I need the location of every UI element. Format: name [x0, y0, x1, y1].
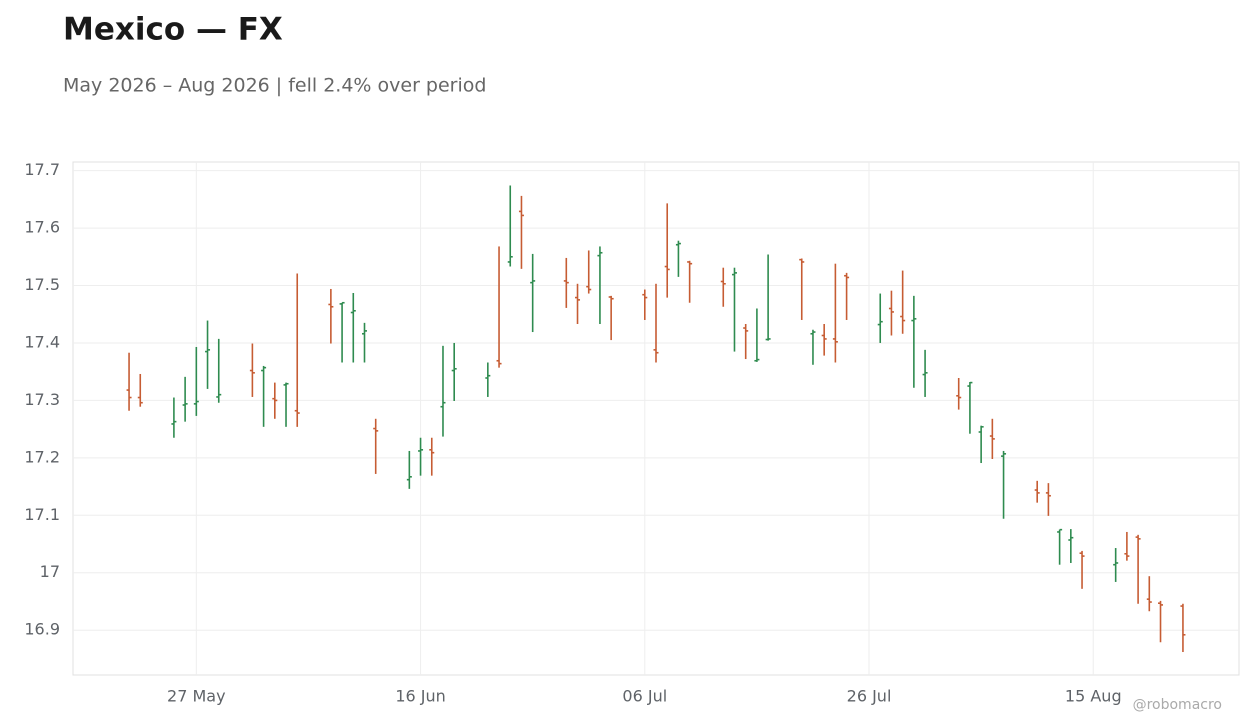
y-tick-label: 17.1: [24, 505, 60, 524]
x-tick-label: 26 Jul: [847, 687, 892, 706]
chart-title: Mexico — FX: [63, 12, 283, 48]
x-tick-label: 15 Aug: [1065, 687, 1122, 706]
y-tick-label: 17.7: [24, 160, 60, 179]
x-tick-label: 27 May: [167, 687, 226, 706]
y-tick-label: 17.5: [24, 275, 60, 294]
y-tick-label: 17: [40, 562, 60, 581]
chart-subtitle: May 2026 – Aug 2026 | fell 2.4% over per…: [63, 75, 486, 97]
y-tick-label: 17.4: [24, 332, 60, 351]
y-tick-label: 16.9: [24, 620, 60, 639]
x-tick-label: 06 Jul: [622, 687, 667, 706]
plot-frame: [72, 161, 1240, 676]
y-tick-label: 17.2: [24, 447, 60, 466]
x-tick-label: 16 Jun: [395, 687, 445, 706]
y-tick-label: 17.6: [24, 218, 60, 237]
y-tick-label: 17.3: [24, 390, 60, 409]
watermark: @robomacro: [1133, 697, 1222, 713]
